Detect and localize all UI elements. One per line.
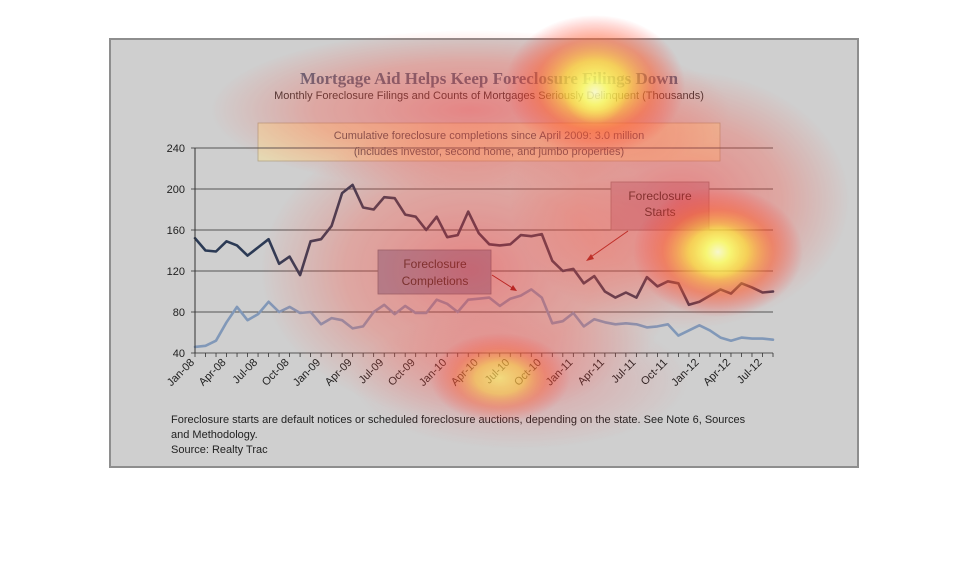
x-tick-label: Jan-11	[544, 357, 576, 389]
x-tick-label: Oct-11	[639, 357, 670, 388]
footnote-line3: Source: Realty Trac	[171, 444, 268, 456]
x-tick-label: Jul-11	[609, 357, 638, 386]
callout-completions-arrowhead	[510, 285, 517, 291]
x-tick-label: Apr-09	[323, 357, 355, 389]
callout-starts-line2: Starts	[644, 205, 675, 219]
x-tick-label: Jan-10	[417, 357, 449, 389]
x-tick-label: Jul-10	[483, 357, 513, 387]
x-tick-label: Apr-11	[576, 357, 607, 388]
y-tick-label: 80	[173, 307, 185, 319]
callout-completions-line1: Foreclosure	[403, 257, 467, 271]
x-tick-label: Jul-08	[230, 357, 260, 387]
callout-starts-arrow	[587, 230, 629, 260]
y-tick-label: 240	[167, 143, 185, 155]
y-tick-label: 120	[167, 266, 185, 278]
x-tick-label: Jul-12	[735, 357, 765, 387]
x-tick-label: Jan-09	[291, 357, 323, 389]
chart-title: Mortgage Aid Helps Keep Foreclosure Fili…	[300, 69, 679, 88]
x-tick-label: Apr-08	[197, 357, 229, 389]
footnote-line1: Foreclosure starts are default notices o…	[171, 414, 746, 426]
y-tick-label: 200	[167, 184, 185, 196]
x-tick-label: Jul-09	[357, 357, 387, 387]
x-tick-label: Jan-08	[165, 357, 197, 389]
footnote-line2: and Methodology.	[171, 429, 258, 441]
chart-subtitle: Monthly Foreclosure Filings and Counts o…	[274, 90, 704, 102]
y-tick-label: 40	[173, 348, 185, 360]
callout-starts-line1: Foreclosure	[628, 189, 692, 203]
x-tick-label: Oct-10	[512, 357, 544, 389]
callout-completions-arrow	[491, 274, 515, 290]
x-tick-label: Apr-10	[449, 357, 481, 389]
callout-starts: Foreclosure Starts	[586, 181, 710, 261]
x-tick-label: Jan-12	[669, 357, 701, 389]
callout-completions-line2: Completions	[402, 274, 469, 288]
x-tick-label: Oct-08	[260, 357, 292, 389]
y-tick-label: 160	[167, 225, 185, 237]
x-tick-label: Oct-09	[386, 357, 418, 389]
note-box-line1: Cumulative foreclosure completions since…	[334, 130, 645, 142]
x-tick-label: Apr-12	[701, 357, 733, 389]
callout-completions: Foreclosure Completions	[377, 249, 517, 295]
